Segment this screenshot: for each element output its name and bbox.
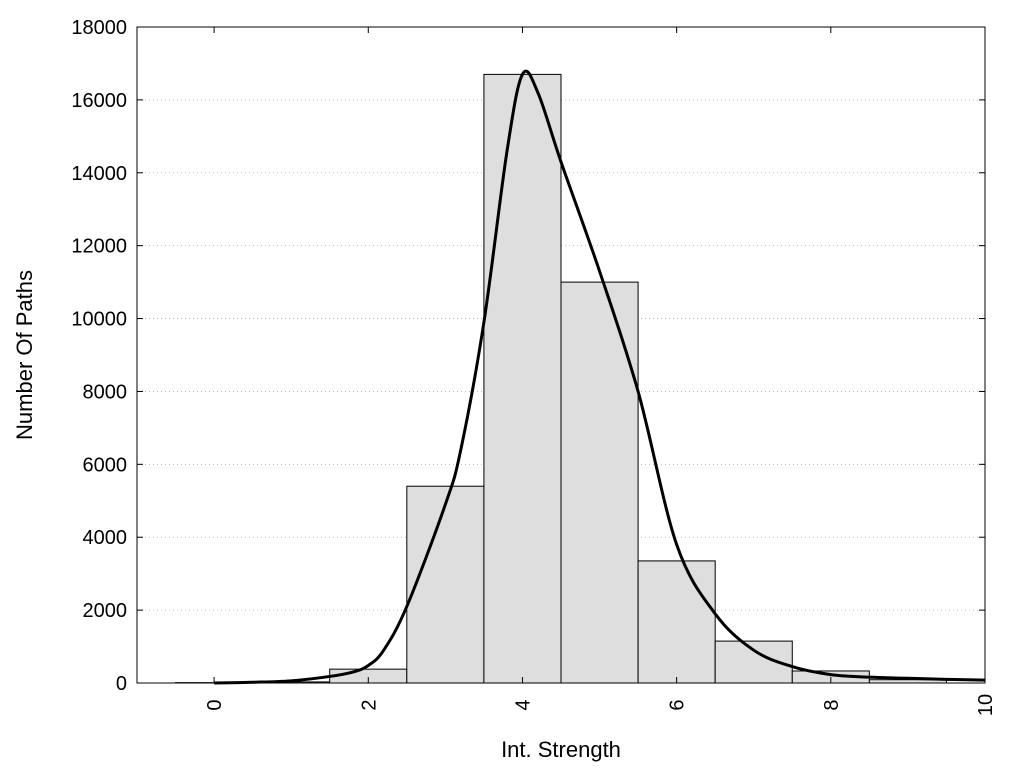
y-tick-label: 14000 [71,163,127,185]
fit-curve [214,69,986,685]
y-tick-label: 12000 [71,236,127,258]
y-tick-label: 6000 [83,454,128,476]
histogram-bars [175,73,947,684]
x-tick-label: 4 [512,699,534,710]
histogram-bar [637,560,716,684]
x-tick-label: 10 [975,694,997,716]
y-tick-label: 0 [116,673,127,695]
y-tick-label: 16000 [71,90,127,112]
y-axis-title: Number Of Paths [12,270,37,440]
x-tick-label: 2 [358,699,380,710]
x-tick-label: 6 [667,699,689,710]
axis-ticks: 0 2000 4000 6000 8000 10000 12000 14000 16000 180… [71,17,997,716]
y-tick-label: 10000 [71,309,127,331]
histogram-bar [483,73,562,684]
plot-frame [136,26,986,684]
histogram-bar [560,281,639,684]
y-tick-label: 2000 [83,600,128,622]
fit-curve-layer [214,69,986,685]
y-tick-label: 18000 [71,17,127,39]
histogram-bar [406,485,485,684]
x-axis-title: Int. Strength [501,737,621,762]
y-tick-label: 8000 [83,381,128,403]
x-tick-label: 0 [204,699,226,710]
y-tick-label: 4000 [83,527,128,549]
x-tick-label: 8 [821,699,843,710]
